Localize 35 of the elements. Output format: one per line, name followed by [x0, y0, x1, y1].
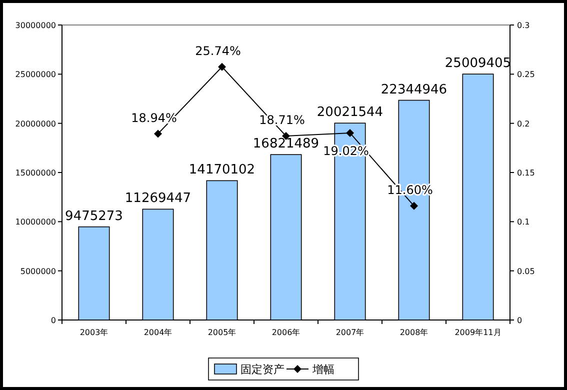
y-tick-label: 20000000 [15, 119, 56, 128]
y2-tick-label: 0.1 [517, 218, 530, 227]
data-label: 14170102 [188, 162, 256, 178]
data-label: 22344946 [380, 82, 448, 98]
data-label: 25.74% [195, 44, 241, 58]
x-tick-label: 2005年 [208, 328, 236, 337]
data-label: 25009405 [444, 56, 512, 72]
y-tick-label: 15000000 [15, 168, 56, 178]
data-label: 20021544 [316, 105, 384, 120]
y-tick-label: 25000000 [15, 70, 56, 80]
y-tick-label: 5000000 [20, 266, 56, 276]
y-tick-label: 30000000 [15, 21, 56, 30]
data-label: 16821489 [252, 136, 320, 152]
y2-tick-label: 0.2 [517, 119, 530, 128]
point [218, 62, 226, 71]
x-tick-label: 2009年11月 [454, 328, 502, 337]
x-tick-label: 2008年 [400, 328, 428, 337]
x-tick-label: 2006年 [272, 328, 300, 337]
point [346, 128, 354, 137]
y2-tick-label: 0.25 [517, 70, 535, 80]
x-tick-label: 2003年 [80, 328, 108, 337]
data-label: 9475273 [65, 208, 123, 224]
x-tick-label: 2004年 [144, 328, 172, 337]
y2-tick-label: 0.15 [517, 168, 535, 178]
y2-tick-label: 0.3 [517, 21, 530, 30]
y2-tick-label: 0.05 [517, 266, 535, 276]
y2-tick-label: 0 [517, 316, 522, 325]
data-label: 11269447 [124, 191, 192, 206]
point [154, 130, 162, 138]
legend-label: 固定资产 [240, 363, 284, 376]
x-tick-label: 2007年 [336, 328, 364, 337]
legend-label: 增幅 [312, 363, 334, 376]
y-tick-label: 0 [50, 316, 56, 325]
point [410, 202, 418, 210]
y-tick-label: 10000000 [15, 218, 56, 227]
